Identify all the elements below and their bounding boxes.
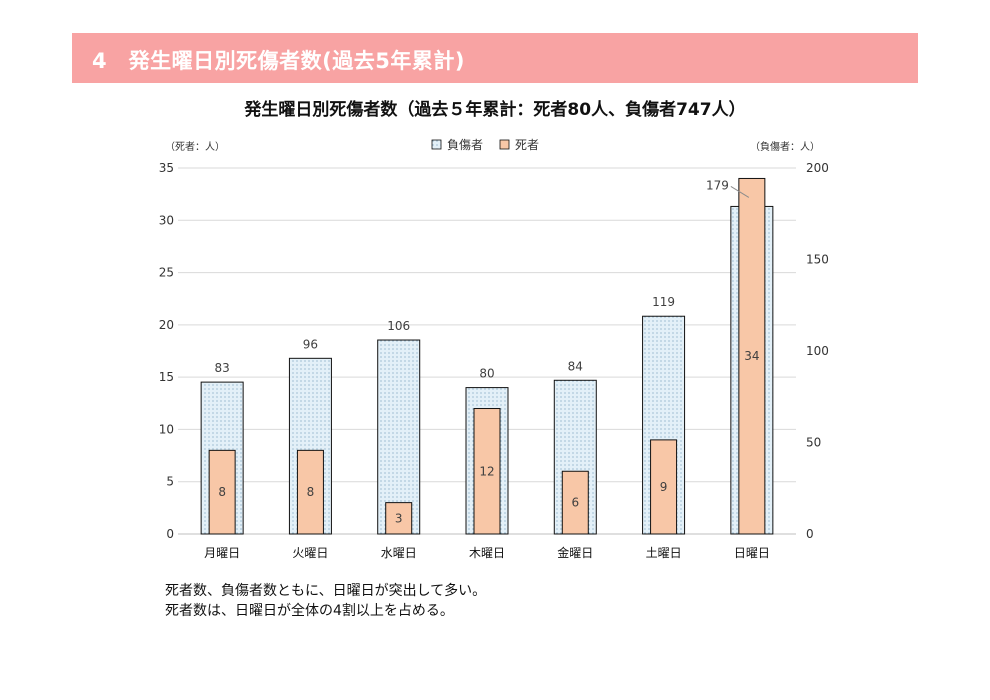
data-label-deaths: 12	[479, 464, 494, 478]
bars-layer	[200, 177, 774, 535]
right-axis-tick-label: 150	[806, 253, 829, 267]
category-label: 金曜日	[557, 545, 593, 560]
left-axis-ticks: 0 5 10 15 20 25 30 35	[159, 161, 174, 541]
left-axis-tick-label: 10	[159, 422, 174, 436]
data-label-deaths: 6	[571, 496, 579, 510]
bar-deaths	[296, 449, 324, 535]
category-label: 火曜日	[292, 546, 328, 560]
category-labels: 月曜日 火曜日 水曜日 木曜日 金曜日 土曜日 日曜日	[204, 545, 770, 560]
note-line-2: 死者数は、日曜日が全体の4割以上を占める。	[165, 603, 454, 619]
data-label-deaths: 8	[218, 485, 226, 499]
right-axis-label: （負傷者：人）	[750, 140, 820, 153]
left-axis-tick-label: 0	[166, 527, 174, 541]
right-axis-tick-label: 50	[806, 436, 821, 450]
bar-injured	[377, 339, 421, 535]
legend-injured-label: 負傷者	[447, 137, 483, 152]
data-label-deaths: 9	[660, 480, 668, 494]
category-label: 日曜日	[734, 546, 770, 560]
chart-title: 発生曜日別死傷者数（過去５年累計：死者80人、負傷者747人）	[244, 100, 746, 120]
bar-deaths	[738, 177, 766, 535]
left-axis-tick-label: 30	[159, 213, 174, 227]
grid-layer	[178, 167, 796, 483]
section-title: 4 発生曜日別死傷者数(過去5年累計)	[92, 49, 465, 73]
left-axis-tick-label: 5	[166, 475, 174, 489]
legend-injured-swatch	[431, 139, 442, 150]
right-axis-tick-label: 100	[806, 344, 829, 358]
bar-deaths	[208, 449, 236, 535]
data-label-deaths: 8	[307, 485, 315, 499]
legend-deaths-label: 死者	[515, 138, 539, 152]
data-label-injured: 84	[568, 359, 583, 373]
labels-layer: 83 8 96 8 106 3 80 12 84 6 119 9 179 34	[215, 178, 760, 525]
data-label-injured: 80	[479, 367, 494, 381]
category-label: 木曜日	[469, 546, 505, 560]
data-label-deaths: 3	[395, 511, 403, 525]
category-label: 水曜日	[381, 546, 417, 560]
right-axis-ticks: 0 50 100 150 200	[806, 161, 829, 541]
bar-deaths	[561, 470, 589, 535]
data-label-injured: 179	[706, 178, 729, 192]
data-label-injured: 119	[652, 295, 675, 309]
data-label-injured: 83	[215, 361, 230, 375]
bar-deaths	[650, 439, 678, 535]
right-axis-tick-label: 200	[806, 161, 829, 175]
category-label: 月曜日	[204, 546, 240, 560]
bar-deaths	[473, 408, 501, 535]
data-label-injured: 96	[303, 337, 318, 351]
left-axis-tick-label: 35	[159, 161, 174, 175]
left-axis-tick-label: 15	[159, 370, 174, 384]
legend-deaths-swatch	[499, 139, 510, 150]
note-line-1: 死者数、負傷者数ともに、日曜日が突出して多い。	[165, 583, 487, 599]
left-axis-tick-label: 25	[159, 266, 174, 280]
bar-deaths	[385, 502, 413, 535]
legend: 負傷者 死者	[431, 137, 539, 152]
category-label: 土曜日	[646, 546, 682, 560]
left-axis-tick-label: 20	[159, 318, 174, 332]
data-label-injured: 106	[387, 319, 410, 333]
label-leader-line	[730, 186, 750, 198]
section-banner: 4 発生曜日別死傷者数(過去5年累計)	[72, 33, 918, 83]
right-axis-tick-label: 0	[806, 527, 814, 541]
left-axis-label: （死者：人）	[165, 141, 225, 153]
data-label-deaths: 34	[744, 349, 759, 363]
